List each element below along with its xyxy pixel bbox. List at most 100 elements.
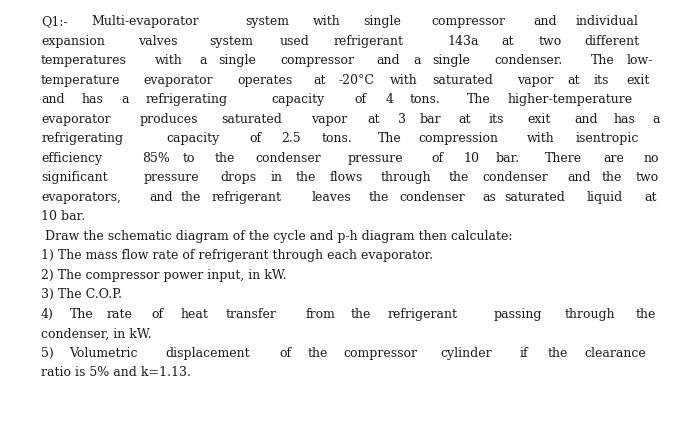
Text: isentropic: isentropic xyxy=(575,132,639,145)
Text: the: the xyxy=(180,190,201,204)
Text: in: in xyxy=(271,171,283,184)
Text: 4: 4 xyxy=(386,93,394,106)
Text: at: at xyxy=(644,190,656,204)
Text: the: the xyxy=(601,171,622,184)
Text: pressure: pressure xyxy=(143,171,199,184)
Text: pressure: pressure xyxy=(348,151,403,165)
Text: tons.: tons. xyxy=(321,132,352,145)
Text: capacity: capacity xyxy=(271,93,324,106)
Text: and: and xyxy=(377,54,400,67)
Text: of: of xyxy=(432,151,443,165)
Text: capacity: capacity xyxy=(166,132,220,145)
Text: of: of xyxy=(354,93,366,106)
Text: 3: 3 xyxy=(398,112,406,126)
Text: compression: compression xyxy=(419,132,499,145)
Text: refrigerant: refrigerant xyxy=(388,308,458,321)
Text: cylinder: cylinder xyxy=(440,347,492,360)
Text: and: and xyxy=(568,171,591,184)
Text: tons.: tons. xyxy=(409,93,440,106)
Text: condenser: condenser xyxy=(399,190,465,204)
Text: -20°C: -20°C xyxy=(338,73,375,87)
Text: exit: exit xyxy=(527,112,551,126)
Text: the: the xyxy=(296,171,316,184)
Text: at: at xyxy=(458,112,471,126)
Text: of: of xyxy=(249,132,262,145)
Text: saturated: saturated xyxy=(432,73,493,87)
Text: different: different xyxy=(584,34,639,48)
Text: system: system xyxy=(245,15,289,28)
Text: operates: operates xyxy=(237,73,292,87)
Text: as: as xyxy=(482,190,496,204)
Text: no: no xyxy=(644,151,660,165)
Text: ratio is 5% and k=1.13.: ratio is 5% and k=1.13. xyxy=(41,366,191,379)
Text: two: two xyxy=(538,34,562,48)
Text: and: and xyxy=(575,112,599,126)
Text: bar.: bar. xyxy=(496,151,520,165)
Text: condenser: condenser xyxy=(483,171,549,184)
Text: the: the xyxy=(307,347,327,360)
Text: two: two xyxy=(636,171,658,184)
Text: a: a xyxy=(199,54,207,67)
Text: its: its xyxy=(488,112,504,126)
Text: with: with xyxy=(390,73,417,87)
Text: single: single xyxy=(432,54,470,67)
Text: leaves: leaves xyxy=(311,190,351,204)
Text: the: the xyxy=(368,190,388,204)
Text: There: There xyxy=(545,151,582,165)
Text: single: single xyxy=(364,15,401,28)
Text: rate: rate xyxy=(106,308,132,321)
Text: individual: individual xyxy=(575,15,638,28)
Text: with: with xyxy=(313,15,340,28)
Text: 143a: 143a xyxy=(448,34,479,48)
Text: displacement: displacement xyxy=(166,347,250,360)
Text: has: has xyxy=(82,93,103,106)
Text: condenser.: condenser. xyxy=(495,54,562,67)
Text: vapor: vapor xyxy=(517,73,553,87)
Text: and: and xyxy=(41,93,64,106)
Text: at: at xyxy=(502,34,514,48)
Text: clearance: clearance xyxy=(584,347,646,360)
Text: transfer: transfer xyxy=(226,308,277,321)
Text: condenser: condenser xyxy=(256,151,321,165)
Text: temperature: temperature xyxy=(41,73,121,87)
Text: exit: exit xyxy=(627,73,650,87)
Text: its: its xyxy=(593,73,608,87)
Text: condenser, in kW.: condenser, in kW. xyxy=(41,327,151,340)
Text: a: a xyxy=(413,54,421,67)
Text: Draw the schematic diagram of the cycle and p-h diagram then calculate:: Draw the schematic diagram of the cycle … xyxy=(41,230,512,243)
Text: bar: bar xyxy=(419,112,441,126)
Text: refrigerant: refrigerant xyxy=(334,34,404,48)
Text: compressor: compressor xyxy=(281,54,355,67)
Text: the: the xyxy=(636,308,656,321)
Text: the: the xyxy=(449,171,469,184)
Text: used: used xyxy=(280,34,310,48)
Text: refrigerating: refrigerating xyxy=(41,132,123,145)
Text: evaporators,: evaporators, xyxy=(41,190,121,204)
Text: 4): 4) xyxy=(41,308,54,321)
Text: significant: significant xyxy=(41,171,108,184)
Text: 5): 5) xyxy=(41,347,54,360)
Text: flows: flows xyxy=(330,171,363,184)
Text: 85%: 85% xyxy=(142,151,170,165)
Text: Multi-evaporator: Multi-evaporator xyxy=(92,15,199,28)
Text: are: are xyxy=(603,151,624,165)
Text: the: the xyxy=(351,308,371,321)
Text: 10: 10 xyxy=(464,151,479,165)
Text: liquid: liquid xyxy=(587,190,623,204)
Text: and: and xyxy=(149,190,173,204)
Text: The: The xyxy=(590,54,614,67)
Text: 3) The C.O.P.: 3) The C.O.P. xyxy=(41,288,122,301)
Text: Q1:-: Q1:- xyxy=(41,15,68,28)
Text: at: at xyxy=(568,73,580,87)
Text: produces: produces xyxy=(140,112,198,126)
Text: The: The xyxy=(378,132,402,145)
Text: heat: heat xyxy=(180,308,208,321)
Text: at: at xyxy=(367,112,380,126)
Text: The: The xyxy=(466,93,490,106)
Text: Volumetric: Volumetric xyxy=(69,347,138,360)
Text: through: through xyxy=(381,171,432,184)
Text: higher-temperature: higher-temperature xyxy=(507,93,632,106)
Text: low-: low- xyxy=(627,54,653,67)
Text: of: of xyxy=(152,308,164,321)
Text: has: has xyxy=(614,112,636,126)
